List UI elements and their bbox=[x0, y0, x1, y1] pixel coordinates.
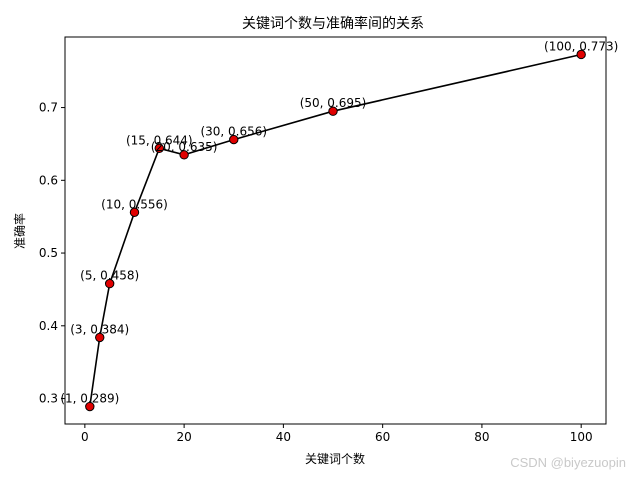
data-point-label: (5, 0.458) bbox=[80, 269, 139, 283]
data-point bbox=[229, 134, 239, 145]
x-axis-label: 关键词个数 bbox=[305, 451, 365, 466]
data-point bbox=[129, 207, 140, 218]
data-point bbox=[154, 143, 165, 153]
data-point bbox=[95, 332, 105, 343]
watermark-text: CSDN @biyezuopin bbox=[510, 455, 626, 470]
y-axis: 0.3 0.4 0.5 0.6 0.7 bbox=[39, 101, 65, 406]
data-point bbox=[85, 401, 95, 412]
chart-title: 关键词个数与准确率间的关系 bbox=[242, 15, 424, 32]
data-point-label: (50, 0.695) bbox=[300, 96, 367, 110]
x-tick-label: 100 bbox=[570, 430, 593, 444]
data-point bbox=[328, 106, 338, 116]
data-point-label: (30, 0.656) bbox=[200, 125, 267, 139]
y-tick-label: 0.3 bbox=[39, 392, 58, 406]
series-markers bbox=[85, 49, 586, 412]
y-tick-label: 0.6 bbox=[39, 173, 58, 187]
data-point bbox=[179, 150, 189, 160]
data-point-label: (10, 0.556) bbox=[101, 197, 168, 211]
y-axis-label: 准确率 bbox=[12, 213, 27, 249]
x-tick-label: 20 bbox=[176, 430, 191, 444]
x-tick-label: 60 bbox=[375, 430, 390, 444]
data-point-label: (1, 0.289) bbox=[60, 392, 119, 406]
data-point-label: (15, 0.644) bbox=[126, 133, 193, 147]
point-labels: (1, 0.289) (3, 0.384) (5, 0.458) (10, 0.556… bbox=[60, 39, 618, 405]
data-point bbox=[576, 49, 586, 60]
x-tick-label: 80 bbox=[474, 430, 489, 444]
y-tick-label: 0.7 bbox=[39, 101, 58, 115]
x-tick-label: 0 bbox=[81, 430, 89, 444]
data-point-label: (20, 0.635) bbox=[151, 140, 218, 154]
data-point bbox=[104, 278, 115, 289]
y-tick-label: 0.4 bbox=[39, 319, 58, 333]
x-axis: 0 20 40 60 80 100 bbox=[81, 424, 593, 444]
plot-frame bbox=[64, 36, 607, 425]
data-point-label: (3, 0.384) bbox=[70, 322, 129, 336]
y-tick-label: 0.5 bbox=[39, 246, 58, 260]
x-tick-label: 40 bbox=[276, 430, 291, 444]
data-point-label: (100, 0.773) bbox=[544, 39, 618, 53]
